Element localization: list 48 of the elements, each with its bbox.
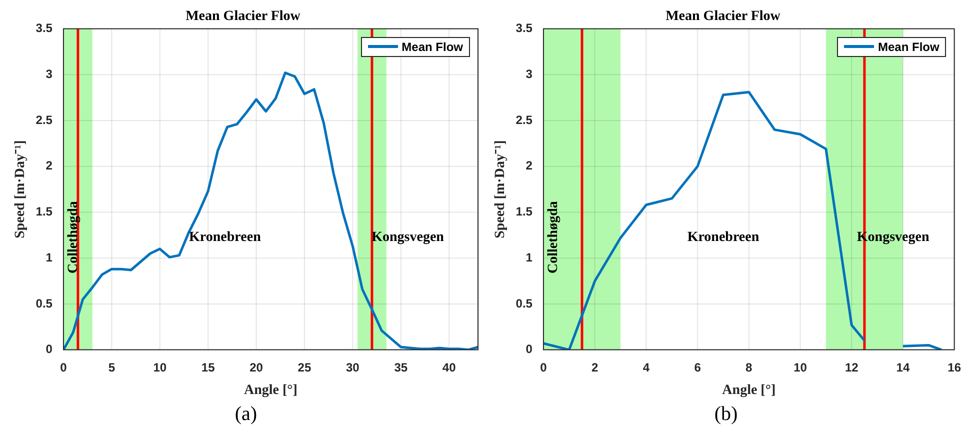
y-tick-label: 0.5 <box>516 296 533 310</box>
y-tick-label: 1.5 <box>36 204 53 219</box>
x-tick-label: 25 <box>298 360 312 374</box>
x-tick-label: 2 <box>591 360 598 374</box>
y-tick-label: 0 <box>46 342 53 356</box>
x-tick-label: 4 <box>642 360 650 374</box>
x-tick-label: 30 <box>346 360 360 374</box>
y-axis-title: Speed [m·Day⁻¹] <box>493 140 508 238</box>
band-label: Collethøgda <box>66 201 82 274</box>
y-tick-label: 2 <box>526 158 533 173</box>
y-tick-label: 3.5 <box>36 21 53 36</box>
legend-label: Mean Flow <box>878 40 940 54</box>
x-tick-label: 15 <box>201 360 216 374</box>
x-tick-label: 14 <box>896 360 910 374</box>
chart-title: Mean Glacier Flow <box>186 9 302 24</box>
x-tick-label: 0 <box>60 360 68 374</box>
annotation: Kronebreen <box>189 230 262 245</box>
y-tick-label: 2.5 <box>516 112 533 127</box>
x-tick-label: 8 <box>746 360 753 374</box>
text: (b) <box>713 403 739 426</box>
x-tick-label: 10 <box>153 360 167 374</box>
x-tick-label: 20 <box>250 360 264 374</box>
x-tick-label: 5 <box>108 360 116 374</box>
x-tick-label: 0 <box>540 360 548 374</box>
y-tick-label: 0.5 <box>36 296 53 310</box>
chart-title: Mean Glacier Flow <box>666 9 782 24</box>
x-tick-label: 12 <box>844 360 859 374</box>
x-axis-title: Angle [°] <box>244 383 298 398</box>
x-tick-label: 10 <box>794 360 808 374</box>
x-tick-label: 6 <box>694 360 702 374</box>
y-tick-label: 3.5 <box>516 21 533 36</box>
text: (a) <box>234 403 258 426</box>
y-tick-label: 3 <box>46 66 53 81</box>
band-label: Collethøgda <box>546 201 562 274</box>
y-tick-label: 2 <box>46 158 53 173</box>
y-tick-label: 0 <box>526 342 533 356</box>
annotation: Kronebreen <box>687 230 760 245</box>
y-tick-label: 2.5 <box>36 112 53 127</box>
x-tick-label: 40 <box>442 360 456 374</box>
y-axis-title: Speed [m·Day⁻¹] <box>13 140 28 238</box>
x-axis-title: Angle [°] <box>722 383 776 398</box>
y-tick-label: 1.5 <box>516 204 533 219</box>
y-tick-label: 3 <box>526 66 533 81</box>
y-tick-label: 1 <box>526 250 533 264</box>
legend-label: Mean Flow <box>402 40 463 54</box>
x-tick-label: 16 <box>948 360 962 374</box>
y-tick-label: 1 <box>46 250 53 264</box>
x-tick-label: 35 <box>394 360 408 374</box>
